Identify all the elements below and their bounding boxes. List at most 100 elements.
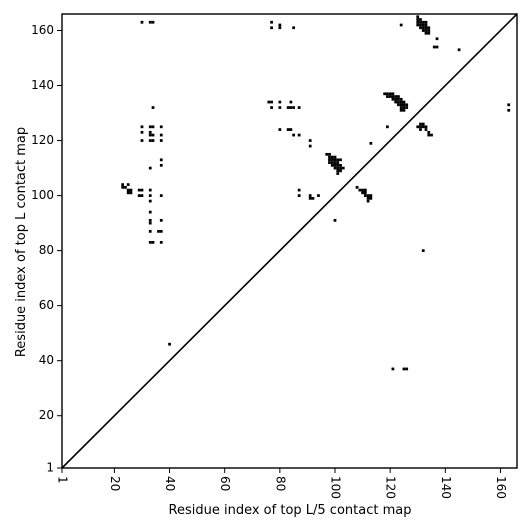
contact-point — [339, 163, 342, 167]
contact-point — [278, 128, 282, 131]
contact-point — [129, 188, 133, 192]
contact-point — [394, 95, 398, 98]
x-axis: 1 20 40 60 80 100 120 140 160 — [56, 468, 508, 499]
contact-point — [388, 95, 392, 98]
contact-point — [399, 103, 403, 107]
contact-point — [427, 26, 431, 30]
contact-point — [402, 100, 406, 104]
contact-point — [140, 194, 144, 197]
contact-point — [421, 125, 425, 129]
contact-point — [126, 188, 130, 192]
contact-point — [330, 163, 334, 167]
contact-point — [159, 158, 163, 162]
contact-point — [369, 194, 373, 197]
contact-point — [151, 20, 155, 24]
y-tick-label: 160 — [31, 23, 54, 37]
contact-point — [424, 29, 428, 32]
contact-point — [427, 130, 431, 134]
contact-point — [151, 125, 155, 129]
contact-point — [391, 97, 395, 101]
contact-point — [427, 29, 431, 32]
y-tick-label: 140 — [31, 78, 54, 92]
contact-point — [148, 210, 152, 214]
contact-point — [297, 133, 301, 137]
contact-point — [405, 367, 409, 371]
contact-point — [308, 194, 312, 197]
contact-point — [424, 20, 428, 24]
y-tick-label: 100 — [31, 188, 54, 202]
contact-point — [308, 144, 312, 148]
plot-frame — [61, 13, 518, 469]
contact-point — [339, 169, 342, 173]
contact-point — [297, 194, 301, 197]
contact-point — [430, 133, 433, 137]
contact-point — [308, 196, 312, 200]
x-axis-label: Residue index of top L/5 contact map — [169, 503, 412, 518]
contact-point — [270, 106, 273, 109]
contact-point — [421, 249, 425, 252]
contact-point — [405, 106, 409, 109]
contact-point — [289, 128, 293, 131]
x-tick-label: 160 — [494, 476, 508, 499]
contact-point — [159, 125, 163, 129]
contact-point — [159, 218, 163, 222]
contact-point — [399, 100, 403, 104]
contact-point — [507, 103, 511, 107]
contact-point — [391, 92, 395, 96]
contact-point — [121, 185, 125, 189]
contact-point — [278, 100, 282, 104]
contact-point — [421, 23, 425, 27]
contact-point — [402, 367, 406, 371]
contact-point — [457, 48, 461, 52]
contact-point — [339, 158, 342, 162]
contact-point — [270, 100, 273, 104]
contact-point — [333, 163, 337, 167]
contact-point — [424, 125, 428, 129]
contact-point — [336, 172, 340, 175]
contact-point — [424, 128, 428, 131]
contact-point — [361, 191, 364, 195]
contact-point — [292, 26, 296, 30]
contact-point — [397, 100, 400, 104]
contact-point — [363, 191, 367, 195]
contact-point — [394, 97, 398, 101]
contact-point — [399, 106, 403, 109]
contact-point — [148, 221, 152, 225]
contact-point — [427, 31, 431, 35]
contact-point — [267, 100, 271, 104]
contact-point — [421, 26, 425, 30]
contact-point — [402, 103, 406, 107]
contact-point — [137, 188, 141, 192]
contact-point — [129, 191, 133, 195]
contact-point — [270, 20, 273, 24]
x-tick-label: 60 — [218, 476, 232, 491]
contact-point — [328, 155, 331, 159]
contact-point — [358, 188, 362, 192]
contact-point — [394, 100, 398, 104]
contact-point — [140, 139, 144, 142]
y-tick-label: 80 — [39, 243, 54, 257]
contact-point — [148, 218, 152, 222]
y-tick-label: 60 — [39, 298, 54, 312]
contact-point — [421, 20, 425, 24]
contact-point — [148, 130, 152, 134]
contact-point — [419, 26, 422, 30]
contact-point — [278, 23, 282, 27]
contact-point — [148, 166, 152, 170]
contact-point — [292, 106, 296, 109]
contact-point — [419, 122, 422, 126]
contact-point — [289, 106, 293, 109]
contact-point — [325, 152, 329, 156]
contact-point — [402, 108, 406, 112]
contact-point — [432, 45, 436, 49]
contact-point — [159, 194, 163, 197]
contact-point — [424, 31, 428, 35]
contact-point — [328, 161, 331, 164]
contact-point — [388, 92, 392, 96]
contact-point — [416, 18, 420, 21]
contact-point — [330, 161, 334, 164]
contact-point — [507, 108, 511, 112]
x-tick-label: 120 — [384, 476, 398, 499]
contact-point — [137, 194, 141, 197]
